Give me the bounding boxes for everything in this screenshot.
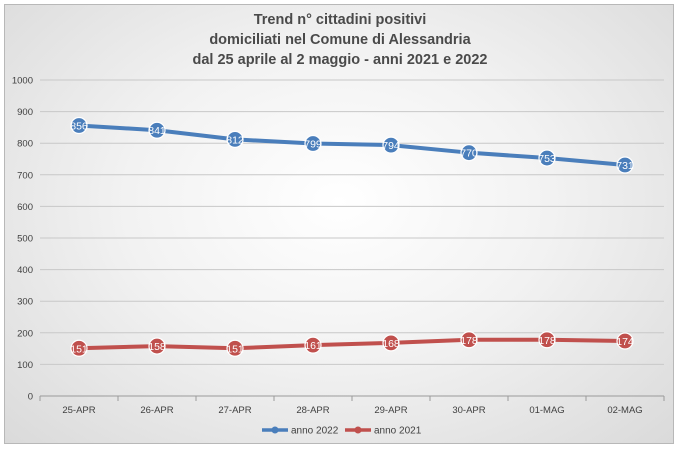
series-1: 151 158 151 161 168 178 178 174 xyxy=(70,331,634,357)
data-point xyxy=(304,134,322,153)
data-point xyxy=(616,156,634,174)
y-tick-label: 300 xyxy=(17,297,33,308)
legend-item: anno 2022 xyxy=(262,426,339,437)
title-line-1: Trend n° cittadini positivi xyxy=(254,12,427,28)
y-tick-label: 200 xyxy=(17,328,33,339)
data-label: 731 xyxy=(616,160,634,172)
data-label: 794 xyxy=(382,140,400,152)
data-label: 151 xyxy=(226,343,244,355)
legend-label: anno 2021 xyxy=(374,426,422,437)
x-axis: 25-APR 26-APR 27-APR 28-APR 29-APR 30-APR 01-M… xyxy=(39,395,665,416)
legend-swatch-marker xyxy=(271,426,279,434)
chart-title: Trend n° cittadini positivi domiciliati … xyxy=(193,12,488,68)
gridlines xyxy=(40,79,664,365)
legend-swatch-marker xyxy=(354,426,362,434)
y-tick-label: 700 xyxy=(17,170,33,181)
legend-label: anno 2022 xyxy=(291,426,339,437)
title-line-2: domiciliati nel Comune di Alessandria xyxy=(209,32,471,48)
series-line xyxy=(77,337,627,351)
data-point xyxy=(70,339,88,357)
data-label: 151 xyxy=(70,343,88,355)
data-point xyxy=(382,136,400,154)
data-label: 770 xyxy=(460,148,478,160)
data-label: 168 xyxy=(382,338,400,350)
y-tick-label: 400 xyxy=(17,265,33,276)
x-tick-label: 26-APR xyxy=(140,405,173,416)
data-point xyxy=(616,332,634,350)
y-tick-label: 800 xyxy=(17,139,33,150)
data-point xyxy=(382,334,400,352)
data-point xyxy=(538,331,556,349)
y-axis: 0 100 200 300 400 500 600 700 800 900 1000 xyxy=(12,76,33,403)
data-label: 812 xyxy=(226,134,244,146)
data-label: 174 xyxy=(616,336,634,348)
series-line xyxy=(77,123,627,168)
data-label: 178 xyxy=(460,335,478,347)
y-tick-label: 1000 xyxy=(12,76,33,87)
data-point xyxy=(304,336,322,354)
series-0: 856 841 812 799 794 770 753 731 xyxy=(70,116,634,174)
data-point xyxy=(148,121,166,139)
data-point xyxy=(538,149,556,167)
data-point xyxy=(70,116,88,135)
data-point xyxy=(226,130,244,149)
x-tick-label: 30-APR xyxy=(452,405,485,416)
x-tick-label: 02-MAG xyxy=(607,405,642,416)
x-tick-label: 27-APR xyxy=(218,405,251,416)
legend-item: anno 2021 xyxy=(345,426,422,437)
y-tick-label: 900 xyxy=(17,107,33,118)
y-tick-label: 600 xyxy=(17,202,33,213)
data-point xyxy=(460,144,478,162)
x-tick-label: 01-MAG xyxy=(529,405,564,416)
data-point xyxy=(226,339,244,357)
x-tick-label: 25-APR xyxy=(62,405,95,416)
data-point xyxy=(148,337,166,355)
y-tick-label: 0 xyxy=(28,392,33,403)
chart-frame xyxy=(4,4,674,444)
data-point xyxy=(460,331,478,349)
data-label: 753 xyxy=(538,153,556,165)
data-label: 158 xyxy=(148,341,166,353)
data-label: 799 xyxy=(304,139,322,151)
data-label: 856 xyxy=(70,121,88,133)
x-tick-label: 28-APR xyxy=(296,405,329,416)
data-label: 178 xyxy=(538,335,556,347)
title-line-3: dal 25 aprile al 2 maggio - anni 2021 e … xyxy=(193,52,488,68)
legend: anno 2022 anno 2021 xyxy=(262,426,422,437)
x-tick-label: 29-APR xyxy=(374,405,407,416)
y-tick-label: 100 xyxy=(17,360,33,371)
data-label: 161 xyxy=(304,340,322,352)
data-label: 841 xyxy=(148,125,166,137)
y-tick-label: 500 xyxy=(17,234,33,245)
